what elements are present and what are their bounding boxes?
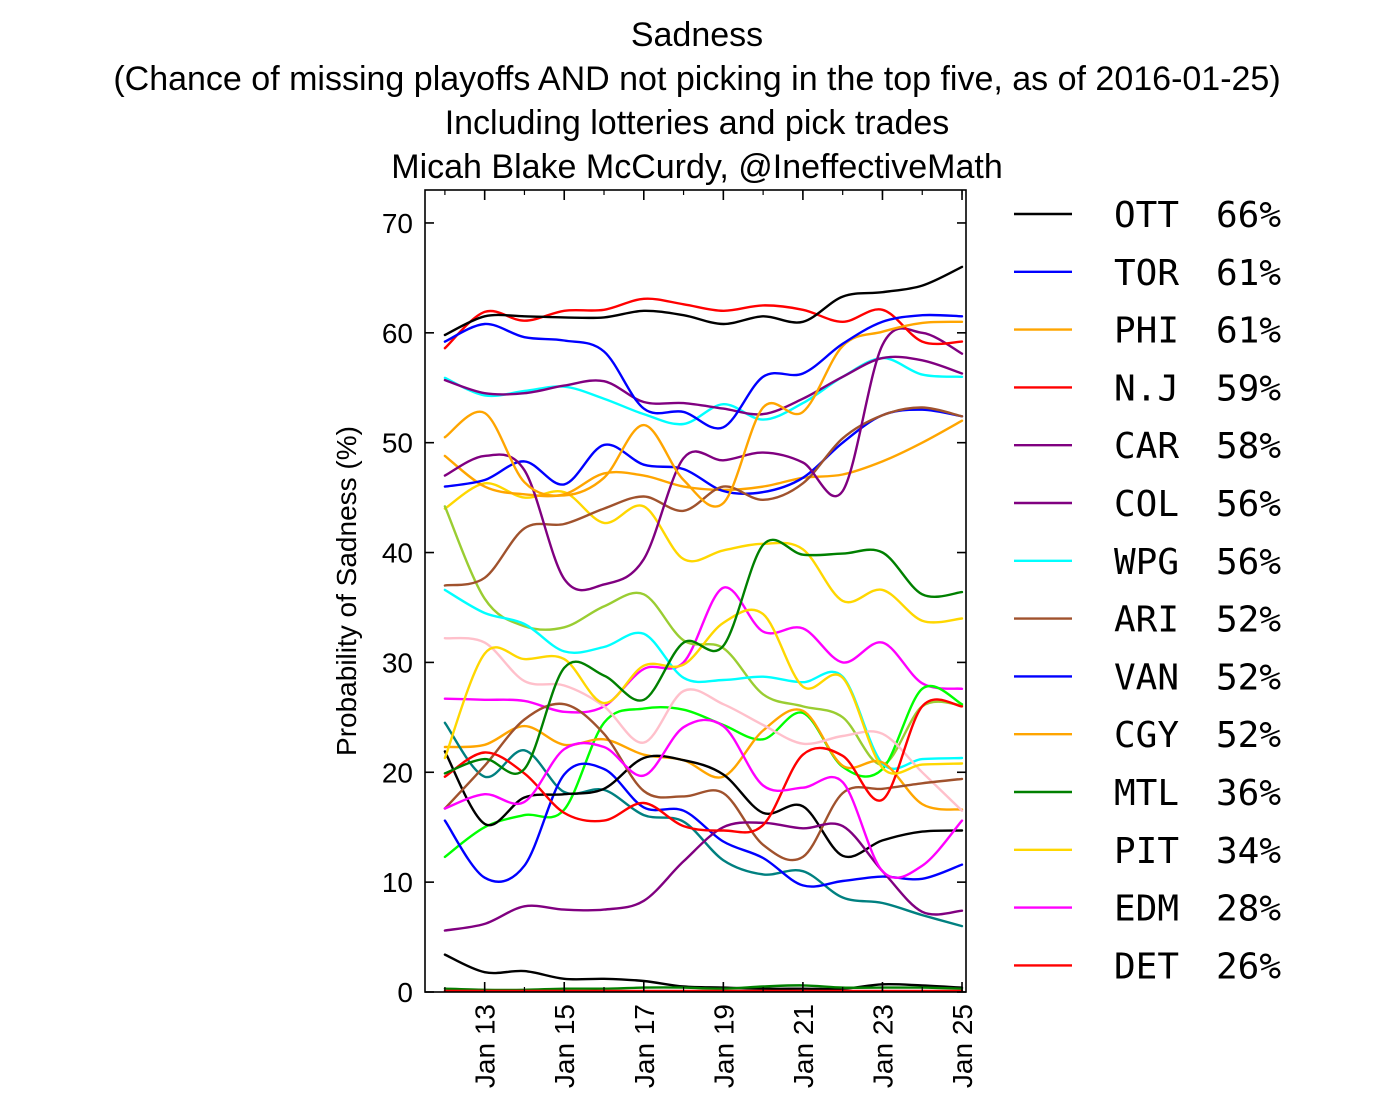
y-tick-label: 70	[382, 208, 413, 239]
series-line-ari	[443, 406, 964, 587]
y-tick-label: 0	[397, 977, 413, 1008]
plot-lines	[443, 265, 964, 992]
series-line-unlabeled-6	[443, 636, 964, 812]
legend-value-ari: 52%	[1216, 600, 1281, 641]
series-line-det	[443, 698, 964, 834]
series-line-phi	[443, 320, 964, 508]
chart-title-line: (Chance of missing playoffs AND not pick…	[113, 60, 1280, 98]
legend-label-tor: TOR	[1114, 253, 1179, 294]
legend-label-mtl: MTL	[1114, 773, 1179, 814]
series-line-mtl	[443, 538, 964, 775]
legend-value-van: 52%	[1216, 657, 1281, 698]
series-line-edm	[443, 718, 964, 879]
x-tick-label: Jan 21	[788, 1004, 819, 1088]
series-line-cgy	[443, 419, 964, 498]
y-axis-label: Probability of Sadness (%)	[331, 426, 362, 756]
series-line-unlabeled-0	[443, 482, 964, 624]
series-line-nj	[443, 297, 964, 350]
legend-label-wpg: WPG	[1114, 542, 1179, 583]
series-line-unlabeled-1	[443, 586, 964, 714]
chart-title: Sadness (Chance of missing playoffs AND n…	[113, 16, 1280, 186]
legend-value-tor: 61%	[1216, 253, 1281, 294]
legend-value-det: 26%	[1216, 946, 1281, 987]
legend: OTT 66% TOR 61% PHI 61% N.J 59% CAR 58% COL 56% WPG 5…	[1014, 195, 1281, 987]
y-tick-label: 60	[382, 318, 413, 349]
series-line-unlabeled-10	[443, 702, 964, 862]
series-line-pit	[443, 608, 964, 775]
x-tick-label: Jan 13	[470, 1004, 501, 1088]
series-line-unlabeled-13	[443, 984, 964, 992]
plot-frame	[424, 189, 967, 993]
x-axis: Jan 13 Jan 15 Jan 17 Jan 19 Jan 21 Jan 23 Jan …	[444, 190, 978, 1088]
chart-title-line: Sadness	[631, 16, 763, 54]
y-tick-label: 30	[382, 647, 413, 678]
legend-value-cgy: 52%	[1216, 715, 1281, 756]
legend-value-phi: 61%	[1216, 311, 1281, 352]
y-tick-label: 40	[382, 538, 413, 569]
legend-label-pit: PIT	[1114, 831, 1179, 872]
x-tick-label: Jan 23	[867, 1004, 898, 1088]
legend-value-nj: 59%	[1216, 368, 1281, 409]
series-line-col	[443, 327, 964, 592]
chart-title-line: Micah Blake McCurdy, @IneffectiveMath	[391, 148, 1003, 186]
y-tick-label: 20	[382, 757, 413, 788]
x-tick-label: Jan 19	[708, 1004, 739, 1088]
legend-label-car: CAR	[1114, 426, 1179, 467]
x-tick-label: Jan 25	[947, 1004, 978, 1088]
legend-value-edm: 28%	[1216, 889, 1281, 930]
legend-value-pit: 34%	[1216, 831, 1281, 872]
legend-label-van: VAN	[1114, 657, 1179, 698]
legend-label-col: COL	[1114, 484, 1179, 525]
legend-label-phi: PHI	[1114, 311, 1179, 352]
legend-label-ari: ARI	[1114, 600, 1179, 641]
series-line-unlabeled-9	[443, 750, 964, 859]
legend-label-cgy: CGY	[1114, 715, 1179, 756]
x-tick-label: Jan 17	[629, 1004, 660, 1088]
x-tick-label: Jan 15	[549, 1004, 580, 1088]
series-line-car	[443, 355, 964, 416]
legend-label-edm: EDM	[1114, 889, 1179, 930]
series-line-ott	[443, 265, 964, 337]
legend-label-det: DET	[1114, 946, 1179, 987]
y-tick-label: 10	[382, 867, 413, 898]
series-line-unlabeled-12	[443, 953, 964, 991]
legend-value-col: 56%	[1216, 484, 1281, 525]
series-line-unlabeled-7	[443, 721, 964, 928]
legend-label-ott: OTT	[1114, 195, 1179, 236]
chart-title-line: Including lotteries and pick trades	[445, 104, 950, 142]
y-tick-label: 50	[382, 428, 413, 459]
series-line-unlabeled-5	[443, 708, 964, 811]
legend-value-mtl: 36%	[1216, 773, 1281, 814]
series-line-unlabeled-4	[443, 588, 964, 770]
legend-value-wpg: 56%	[1216, 542, 1281, 583]
legend-label-nj: N.J	[1114, 368, 1179, 409]
series-line-tor	[443, 313, 964, 430]
legend-value-car: 58%	[1216, 426, 1281, 467]
series-line-unlabeled-8	[443, 762, 964, 888]
y-axis: 0 10 20 30 40 50 60 70	[382, 208, 966, 1008]
legend-value-ott: 66%	[1216, 195, 1281, 236]
